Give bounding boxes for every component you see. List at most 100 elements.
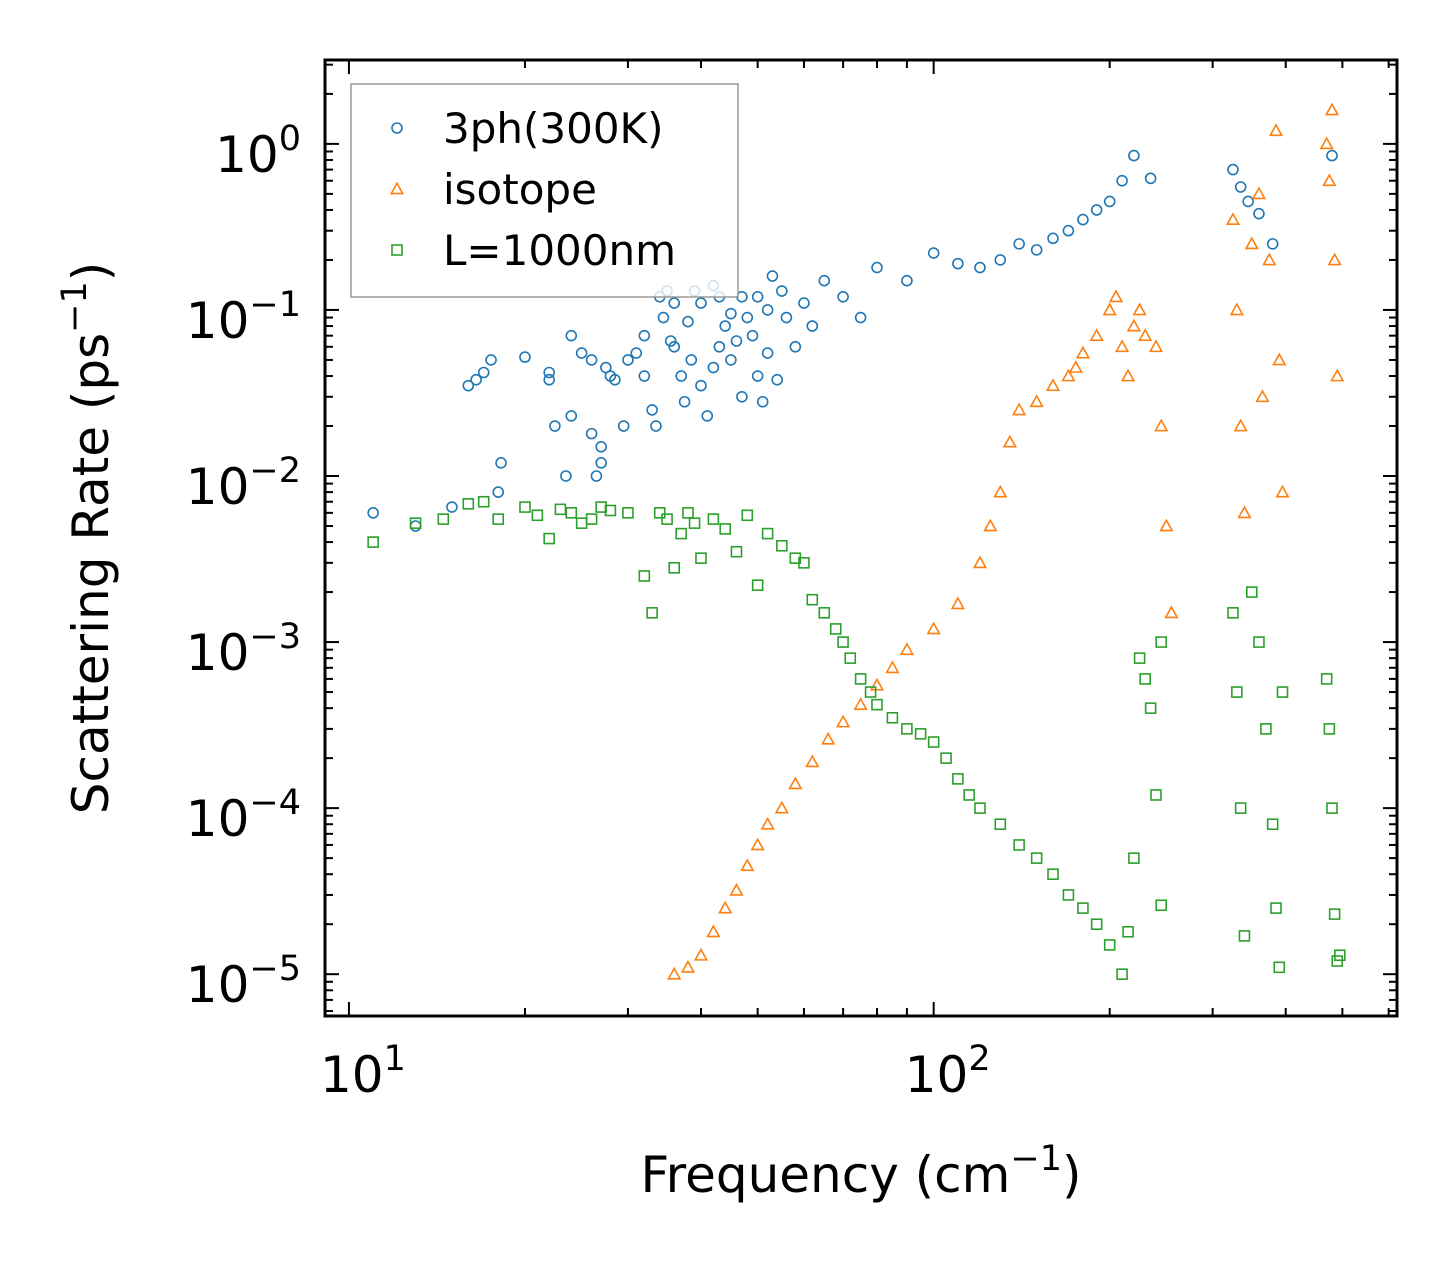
data-point-triangle (1012, 402, 1027, 416)
data-point-circle (837, 290, 849, 303)
data-point-triangle (1330, 368, 1345, 382)
legend-label: isotope (443, 165, 597, 214)
data-point-square (519, 501, 531, 513)
data-point-circle (1090, 204, 1103, 216)
data-point-circle (595, 440, 607, 453)
data-point-square (1077, 902, 1089, 914)
data-point-triangle (750, 837, 765, 851)
data-point-square (531, 509, 544, 522)
data-point-square (604, 504, 617, 517)
data-point-circle (585, 354, 598, 366)
data-point-square (1273, 961, 1286, 974)
data-point-square (1266, 818, 1279, 831)
data-point-square (952, 773, 964, 785)
data-point-square (798, 557, 810, 569)
data-point-circle (1062, 224, 1075, 237)
data-point-circle (543, 373, 555, 386)
data-point-circle (590, 470, 603, 482)
legend-marker-square (391, 244, 403, 256)
data-point-circle (1234, 181, 1247, 193)
data-point-circle (1242, 195, 1254, 208)
data-point-square (854, 673, 867, 685)
data-point-triangle (1272, 352, 1287, 366)
y-tick-label: 10−5 (186, 949, 301, 1014)
data-point-triangle (667, 966, 682, 980)
data-point-triangle (718, 900, 733, 914)
data-point-circle (470, 373, 482, 386)
data-point-square (575, 517, 588, 529)
data-point-circle (751, 290, 764, 303)
data-point-triangle (1319, 136, 1334, 150)
data-point-square (565, 507, 578, 519)
legend-marker-triangle (389, 181, 405, 195)
data-point-circle (685, 354, 698, 366)
data-point-circle (477, 366, 490, 379)
data-point-square (1090, 918, 1103, 930)
data-point-square (1260, 723, 1272, 735)
data-point-triangle (1229, 302, 1244, 316)
data-point-circle (751, 370, 764, 382)
data-point-square (886, 711, 899, 724)
data-point-square (776, 539, 788, 552)
data-point-circle (492, 486, 505, 498)
legend-marker-circle (391, 122, 403, 134)
y-axis-label: Scattering Rate (ps−1) (55, 262, 120, 815)
data-point-square (1062, 889, 1075, 901)
data-point-square (1155, 899, 1168, 912)
plot-area (323, 58, 1399, 1018)
data-point-triangle (950, 596, 965, 610)
data-point-square (668, 562, 681, 574)
data-point-circle (725, 307, 737, 320)
data-point-triangle (729, 882, 744, 896)
data-point-circle (713, 340, 726, 353)
y-tick-label: 10−1 (186, 285, 301, 350)
data-point-circle (806, 320, 819, 332)
data-point-circle (1013, 238, 1025, 250)
data-point-triangle (1089, 328, 1104, 342)
data-point-triangle (1029, 394, 1044, 408)
data-point-triangle (1322, 173, 1337, 187)
data-point-square (914, 728, 927, 740)
data-point-circle (1047, 232, 1059, 245)
data-point-triangle (1327, 252, 1342, 266)
data-point-circle (678, 395, 691, 408)
data-point-square (901, 723, 913, 735)
data-point-triangle (926, 621, 941, 635)
y-tick-label: 10−3 (186, 617, 301, 682)
data-point-circle (519, 351, 531, 363)
data-point-circle (1266, 238, 1279, 250)
data-point-triangle (1114, 339, 1130, 353)
data-point-triangle (805, 754, 820, 768)
data-point-square (829, 623, 842, 635)
data-point-square (1122, 925, 1134, 938)
data-point-circle (927, 247, 940, 259)
data-point-circle (462, 379, 475, 392)
legend-label: 3ph(300K) (443, 104, 663, 153)
data-point-triangle (1148, 339, 1164, 353)
data-point-circle (761, 347, 774, 359)
data-point-circle (1227, 163, 1239, 176)
data-point-square (682, 507, 694, 519)
data-point-circle (646, 404, 658, 416)
x-tick-label: 101 (320, 1039, 406, 1104)
data-point-triangle (1120, 368, 1136, 382)
data-point-square (1253, 636, 1265, 648)
data-point-square (927, 736, 940, 748)
data-point-circle (657, 311, 670, 324)
data-point-square (661, 513, 673, 525)
data-point-triangle (1154, 418, 1169, 432)
data-point-square (719, 523, 731, 535)
data-point-circle (780, 311, 793, 324)
data-point-square (1320, 673, 1333, 685)
data-point-square (1013, 839, 1025, 851)
data-point-triangle (774, 800, 789, 814)
data-point-circle (789, 340, 802, 353)
data-point-circle (974, 261, 986, 274)
data-point-triangle (1164, 605, 1179, 619)
data-point-square (1234, 802, 1247, 814)
data-point-square (367, 536, 379, 548)
data-point-circle (695, 379, 707, 392)
data-point-circle (901, 274, 913, 287)
data-point-triangle (680, 959, 696, 973)
